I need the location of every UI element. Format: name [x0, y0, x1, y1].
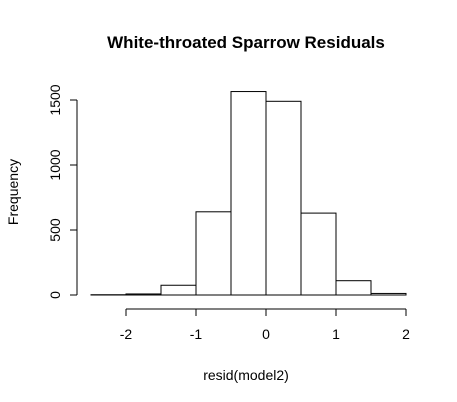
y-tick-label-1: 500 [47, 218, 63, 242]
histogram-bar-8 [370, 292, 407, 296]
histogram-bar-2 [160, 284, 197, 296]
x-axis-label: resid(model2) [203, 367, 289, 383]
histogram-bar-1 [125, 293, 162, 296]
y-tick-label-2: 1000 [47, 149, 63, 180]
x-tick-label-1: -1 [190, 326, 203, 342]
y-tick-label-0: 0 [47, 291, 63, 299]
histogram-bar-6 [300, 212, 337, 296]
histogram-bar-5 [265, 100, 302, 296]
x-tick-label-4: 2 [402, 326, 410, 342]
y-tick-label-3: 1500 [47, 84, 63, 115]
y-axis-label: Frequency [5, 159, 21, 225]
histogram-bar-4 [230, 91, 267, 296]
chart-title: White-throated Sparrow Residuals [107, 33, 385, 52]
x-axis-ticks: -2 -1 0 1 2 [120, 309, 410, 342]
x-tick-label-3: 1 [332, 326, 340, 342]
y-axis-ticks: 0 500 1000 1500 [47, 84, 77, 299]
x-tick-label-0: -2 [120, 326, 133, 342]
x-tick-label-2: 0 [262, 326, 270, 342]
histogram-bar-3 [195, 211, 232, 296]
bars-group [90, 91, 407, 296]
histogram-bar-7 [335, 280, 372, 296]
